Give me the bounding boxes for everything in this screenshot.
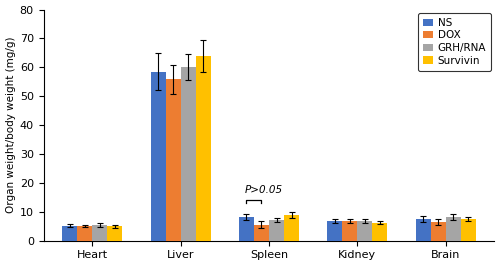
Bar: [166, 80, 180, 241]
Bar: [446, 217, 461, 241]
Y-axis label: Organ weight/body weight (mg/g): Organ weight/body weight (mg/g): [6, 37, 16, 213]
Bar: [107, 226, 122, 241]
Bar: [358, 221, 372, 241]
Bar: [461, 219, 476, 241]
Bar: [77, 226, 92, 241]
Bar: [254, 225, 269, 241]
Bar: [180, 67, 196, 241]
Bar: [328, 221, 342, 241]
Bar: [284, 215, 299, 241]
Bar: [239, 217, 254, 241]
Bar: [269, 220, 284, 241]
Bar: [372, 223, 388, 241]
Bar: [92, 225, 107, 241]
Bar: [196, 56, 210, 241]
Text: P>0.05: P>0.05: [244, 185, 283, 195]
Legend: NS, DOX, GRH/RNA, Survivin: NS, DOX, GRH/RNA, Survivin: [418, 13, 492, 71]
Bar: [150, 72, 166, 241]
Bar: [62, 226, 77, 241]
Bar: [431, 222, 446, 241]
Bar: [416, 219, 431, 241]
Bar: [342, 221, 357, 241]
